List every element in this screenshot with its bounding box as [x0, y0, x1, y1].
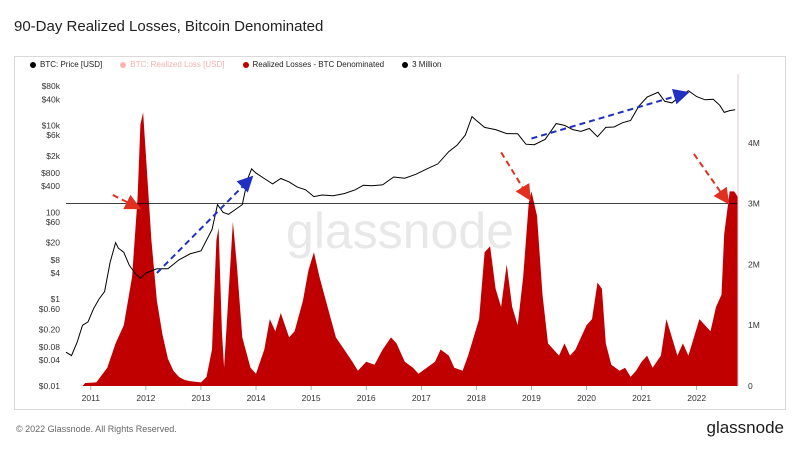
left-axis-tick-label: $400 — [41, 181, 60, 191]
right-axis-tick-label: 4M — [748, 138, 760, 148]
legend-swatch-realized-loss-usd — [120, 61, 127, 68]
blue-annotation-arrow-5 — [531, 88, 690, 140]
red-annotation-arrow-1 — [112, 194, 142, 210]
left-axis-tick-label: $2k — [46, 151, 60, 161]
brand-logo: glassnode — [706, 418, 784, 437]
left-axis-tick-label: $0.04 — [39, 355, 61, 365]
legend-label-price: BTC: Price [USD] — [40, 60, 103, 69]
red-annotation-arrow-3 — [693, 153, 730, 205]
realized-losses-area — [66, 112, 738, 387]
left-axis-tick-label: $4 — [51, 268, 61, 278]
right-axis-tick-label: 1M — [748, 320, 760, 330]
x-axis-tick-label: 2011 — [82, 393, 101, 403]
x-axis-tick-label: 2016 — [357, 393, 376, 403]
legend-item-3-million[interactable]: 3 Million — [402, 60, 441, 69]
left-axis-tick-label: $0.20 — [39, 324, 61, 334]
x-axis-tick-label: 2019 — [522, 393, 541, 403]
left-axis-tick-label: $0.60 — [39, 304, 61, 314]
realized-losses-area-layer — [66, 112, 738, 387]
right-axis-tick-label: 2M — [748, 259, 760, 269]
axes-layer: $80k $40k $10k$6k $2k $800 $400 100$60 $20 $8 $4 $… — [39, 74, 760, 403]
x-axis-tick-label: 2022 — [687, 393, 706, 403]
left-axis-tick-label: $0.01 — [39, 381, 61, 391]
x-axis-tick-label: 2017 — [412, 393, 431, 403]
x-axis-tick-label: 2013 — [191, 393, 210, 403]
x-axis-tick-label: 2015 — [302, 393, 321, 403]
legend-swatch-3-million — [402, 61, 409, 68]
legend-label-realized-losses-btc: Realized Losses - BTC Denominated — [252, 60, 385, 69]
left-axis-tick-label: $60 — [46, 217, 60, 227]
x-axis-tick-label: 2020 — [577, 393, 596, 403]
left-axis-tick-label: $20 — [46, 238, 60, 248]
price-line-layer — [65, 90, 736, 357]
left-axis-tick-label: 100 — [46, 207, 60, 217]
right-axis-tick-label: 0 — [748, 381, 753, 391]
legend-item-realized-losses-btc[interactable]: Realized Losses - BTC Denominated — [242, 60, 385, 69]
left-axis-tick-label: $8 — [51, 255, 61, 265]
blue-annotation-arrow-4 — [156, 175, 254, 274]
legend-swatch-price — [30, 61, 36, 68]
legend-item-realized-loss-usd[interactable]: BTC: Realized Loss [USD] — [120, 60, 225, 69]
chart-frame — [14, 56, 786, 410]
watermark: glassnode — [286, 203, 514, 259]
left-axis-tick-label: $1 — [51, 294, 61, 304]
legend-label-realized-loss-usd: BTC: Realized Loss [USD] — [130, 60, 225, 69]
x-axis-tick-label: 2018 — [467, 393, 486, 403]
red-annotation-arrow-2 — [500, 151, 531, 201]
x-axis-tick-label: 2021 — [632, 393, 651, 403]
left-axis-tick-label: $800 — [41, 168, 60, 178]
right-axis-tick-label: 3M — [748, 199, 760, 209]
left-axis-tick-label: $80k — [42, 81, 61, 91]
legend-label-3-million: 3 Million — [412, 60, 442, 69]
btc-price-line — [65, 90, 736, 357]
copyright-text: © 2022 Glassnode. All Rights Reserved. — [16, 424, 177, 434]
left-axis-tick-label: $10k — [42, 120, 61, 130]
left-axis-tick-label: $40k — [42, 94, 61, 104]
left-axis-tick-label: $6k — [46, 130, 60, 140]
annotation-layer — [112, 88, 730, 274]
x-axis-tick-label: 2012 — [136, 393, 155, 403]
legend: BTC: Price [USD] BTC: Realized Loss [USD… — [30, 60, 441, 69]
left-axis-tick-label: $0.08 — [39, 342, 61, 352]
x-axis-tick-label: 2014 — [247, 393, 266, 403]
legend-item-price[interactable]: BTC: Price [USD] — [30, 60, 102, 69]
chart-title: 90-Day Realized Losses, Bitcoin Denomina… — [14, 18, 324, 35]
legend-swatch-realized-losses-btc — [242, 61, 249, 68]
